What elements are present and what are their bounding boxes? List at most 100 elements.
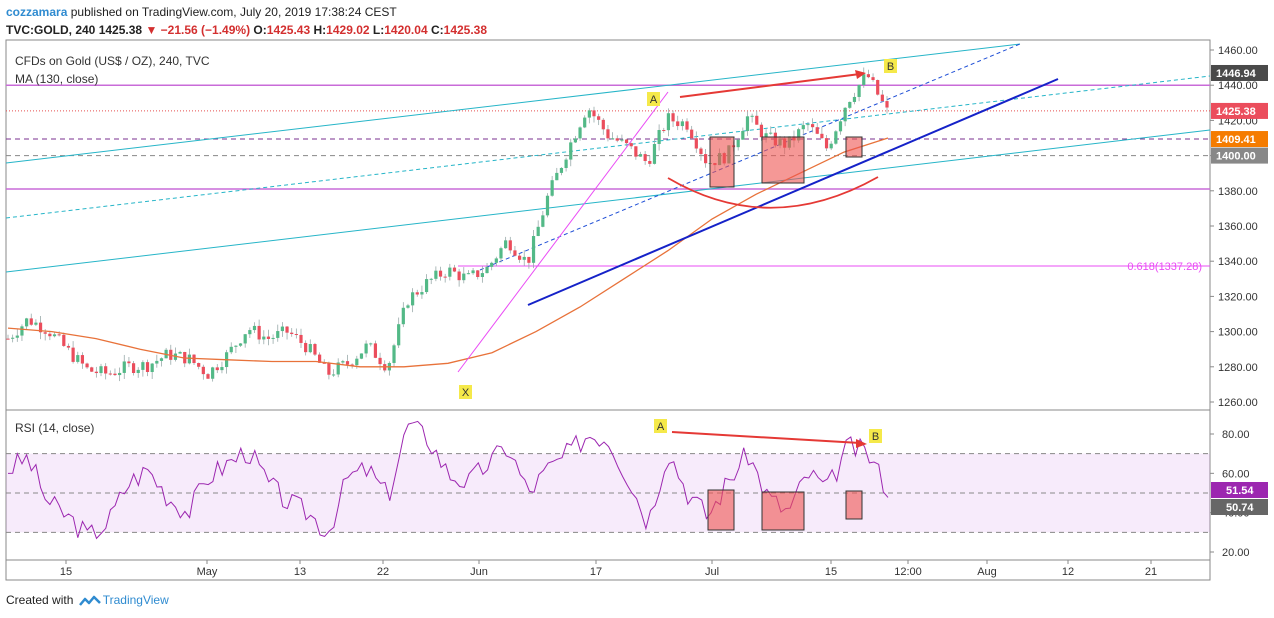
price-divergence-arrow [679,73,861,98]
candle-body [299,334,303,343]
candle-body [838,121,843,132]
candle-body [131,363,136,373]
candle-body [815,127,819,134]
candle-body [736,139,740,148]
candle-body [657,130,661,144]
candle-body [797,129,801,141]
candle-body [741,131,745,140]
candle-body [220,367,224,371]
candle-body [76,355,80,362]
candle-body [601,119,605,130]
candle-body [94,371,98,374]
last-price: 1425.38 [98,23,143,37]
candle-body [536,226,540,237]
price-tag-bg [1211,64,1268,81]
candle-body [648,161,652,164]
candle-body [424,279,429,293]
arrow-head-icon [855,70,866,79]
rsi-tag-bg [1211,499,1268,515]
candle-body [880,94,884,102]
candle-body [755,115,759,125]
symbol-label: TVC:GOLD, 240 [6,23,96,37]
candle-body [685,121,689,130]
time-axis-label: Aug [977,566,997,578]
candle-body [769,132,773,134]
rsi-axis-label: 60.00 [1222,468,1250,480]
candle-body [624,139,629,144]
candle-body [406,305,410,308]
price-axis-label: 1300.00 [1218,327,1258,339]
candle-body [573,138,577,143]
candle-body [327,362,331,375]
candle-body [466,273,471,275]
rsi-consolidation-box [845,490,863,520]
candle-body [234,345,238,347]
rsi-line [7,420,889,540]
candle-body [336,362,340,375]
price-axis-label: 1260.00 [1218,397,1258,409]
candle-body [490,262,494,267]
publish-info: published on TradingView.com, July 20, 2… [70,5,397,19]
author-name[interactable]: cozzamara [6,5,68,19]
candle-body [104,366,108,374]
candle-body [611,138,615,140]
candle-body [29,318,33,325]
candle-body [229,346,233,353]
time-axis-label: 17 [590,566,602,578]
price-axis-label: 1440.00 [1218,80,1258,92]
candle-body [508,240,512,251]
candle-body [392,345,396,363]
candle-body [322,362,326,364]
candle-body [545,195,550,216]
candle-body [443,276,447,278]
candle-body [364,343,368,354]
price-axis-label: 1460.00 [1218,45,1258,57]
candle-body [843,107,847,122]
price-axis-label: 1280.00 [1218,362,1258,374]
candle-body [745,116,750,132]
candle-body [252,325,257,331]
candle-body [829,143,833,149]
candle-body [85,363,89,368]
price-tag-bg [1211,102,1268,119]
candle-body [522,256,526,260]
price-tag-bg [1211,131,1268,148]
candle-body [485,266,489,274]
candle-body [652,143,657,164]
rounding-bottom-arc [667,176,879,209]
price-axis-label: 1320.00 [1218,291,1258,303]
candle-body [876,80,880,95]
candle-body [587,110,591,118]
candle-body [90,367,94,372]
candle-body [71,347,75,362]
candle-body [197,363,201,367]
candle-body [504,240,508,249]
candle-body [215,367,219,371]
ma-130-line [7,137,889,368]
candle-body [629,143,633,147]
rsi-axis-label: 80.00 [1222,429,1250,441]
candle-body [517,255,522,260]
candle-body [764,133,768,138]
candle-body [238,343,243,346]
price-axis-label: 1360.00 [1218,221,1258,233]
rsi-value-tag: 51.54 [1226,485,1254,497]
ohlc-header: TVC:GOLD, 240 1425.38 ▼ −21.56 (−1.49%) … [6,23,487,37]
candle-body [80,355,85,364]
time-axis-label: Jul [705,566,719,578]
candle-body [429,278,433,280]
candle-body [806,124,810,126]
candle-body [550,180,554,196]
candle-body [699,148,703,155]
candle-body [606,129,610,139]
candle-body [285,326,289,333]
price-axis-label: 1340.00 [1218,256,1258,268]
candle-body [211,367,215,379]
tradingview-brand[interactable]: TradingView [102,593,169,607]
candle-body [638,154,643,157]
candle-body [243,334,247,344]
rsi-tag-bg [1211,482,1268,498]
candle-body [499,248,503,259]
candle-body [810,124,815,128]
candle-body [871,77,875,81]
